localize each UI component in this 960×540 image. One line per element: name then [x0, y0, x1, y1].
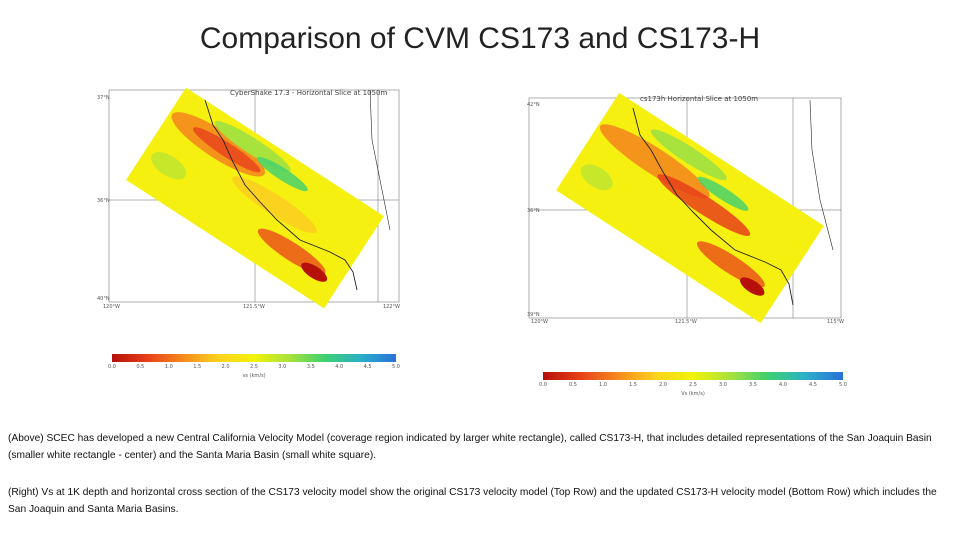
- left-colorbar-tick: 3.0: [278, 364, 287, 370]
- right-velocity-map: cs173h Horizontal Slice at 1050m 42°N 36…: [515, 90, 855, 325]
- right-colorbar-tick: 1.0: [599, 382, 607, 388]
- right-lat-label-top: 42°N: [527, 102, 540, 108]
- right-colorbar-ticks: 0.0 0.5 1.0 1.5 2.0 2.5 3.0 3.5 4.0 4.5 5.0: [539, 380, 847, 390]
- left-colorbar-label: vs (km/s): [242, 373, 266, 379]
- right-colorbar-tick: 3.0: [719, 382, 727, 388]
- left-colorbar-tick: 1.0: [164, 364, 173, 370]
- right-colorbar-gradient: [543, 372, 843, 380]
- left-velocity-map: CyberShake 17.3 - Horizontal Slice at 10…: [95, 80, 415, 310]
- right-map-image: cs173h Horizontal Slice at 1050m 42°N 36…: [515, 90, 855, 325]
- right-colorbar-tick: 2.5: [689, 382, 697, 388]
- right-lon-label-mid: 121.5°W: [675, 319, 697, 325]
- left-colorbar-tick: 1.5: [193, 364, 202, 370]
- right-map-caption: cs173h Horizontal Slice at 1050m: [640, 95, 758, 103]
- left-lat-label-top: 37°N: [97, 95, 110, 101]
- description-paragraph-right: (Right) Vs at 1K depth and horizontal cr…: [8, 487, 937, 515]
- right-colorbar-tick: 3.5: [749, 382, 757, 388]
- description-paragraph-above: (Above) SCEC has developed a new Central…: [8, 433, 932, 461]
- left-lon-label-left: 120°W: [103, 304, 120, 310]
- left-map-image: CyberShake 17.3 - Horizontal Slice at 10…: [95, 80, 415, 310]
- left-colorbar-tick: 2.5: [250, 364, 258, 370]
- left-colorbar-tick: 0.0: [108, 364, 116, 370]
- right-colorbar-tick: 0.0: [539, 382, 547, 388]
- left-colorbar-gradient: [112, 354, 396, 362]
- right-colorbar-tick: 2.0: [659, 382, 667, 388]
- left-colorbar-tick: 3.5: [306, 364, 315, 370]
- left-lat-label-bottom: 40°N: [97, 296, 110, 302]
- left-colorbar-tick: 0.5: [136, 364, 145, 370]
- right-colorbar-tick: 5.0: [839, 382, 847, 388]
- right-colorbar: 0.0 0.5 1.0 1.5 2.0 2.5 3.0 3.5 4.0 4.5 5.0 Vs (km…: [539, 372, 847, 397]
- left-colorbar-ticks: 0.0 0.5 1.0 1.5 2.0 2.5 3.0 3.5 4.0 4.5 5.0: [108, 362, 400, 372]
- left-colorbar-tick: 2.0: [221, 364, 230, 370]
- right-colorbar-tick: 1.5: [629, 382, 637, 388]
- right-lon-label-left: 120°W: [531, 319, 548, 325]
- slide-title: Comparison of CVM CS173 and CS173-H: [199, 22, 761, 55]
- right-colorbar-label: Vs (km/s): [681, 391, 705, 397]
- left-lon-label-right: 122°W: [383, 304, 400, 310]
- left-colorbar-tick: 5.0: [392, 364, 400, 370]
- right-colorbar-tick: 4.5: [809, 382, 817, 388]
- left-colorbar-tick: 4.5: [363, 364, 372, 370]
- left-lat-label-mid: 36°N: [97, 198, 110, 204]
- left-map-caption: CyberShake 17.3 - Horizontal Slice at 10…: [230, 89, 387, 97]
- right-lat-label-mid: 36°N: [527, 208, 540, 214]
- right-lat-label-bottom: 39°N: [527, 312, 540, 318]
- left-colorbar: 0.0 0.5 1.0 1.5 2.0 2.5 3.0 3.5 4.0 4.5 5.0 vs (km…: [108, 354, 400, 379]
- left-colorbar-tick: 4.0: [335, 364, 344, 370]
- right-colorbar-tick: 4.0: [779, 382, 787, 388]
- right-lon-label-right: 115°W: [827, 319, 844, 325]
- right-colorbar-tick: 0.5: [569, 382, 577, 388]
- left-lon-label-mid: 121.5°W: [243, 304, 265, 310]
